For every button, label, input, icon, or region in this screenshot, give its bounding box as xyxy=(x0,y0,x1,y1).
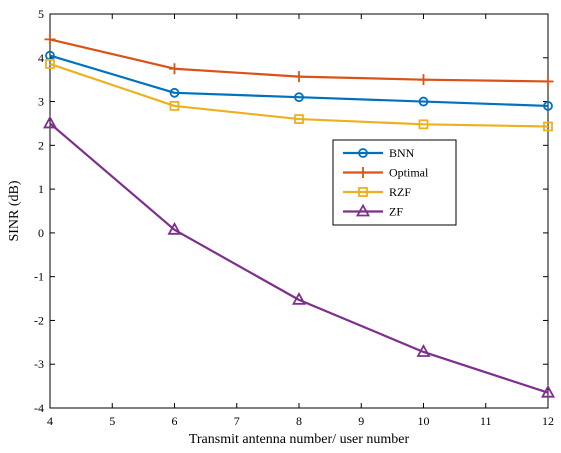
legend-label-zf: ZF xyxy=(389,205,403,219)
x-tick-label: 10 xyxy=(418,414,430,428)
legend: BNN Optimal RZF ZF xyxy=(333,140,456,225)
x-tick-label: 6 xyxy=(172,414,178,428)
x-tick-label: 5 xyxy=(109,414,115,428)
legend-label-rzf: RZF xyxy=(389,185,411,199)
x-tick-label: 11 xyxy=(480,414,492,428)
y-tick-label: 1 xyxy=(38,182,44,196)
legend-label-bnn: BNN xyxy=(389,146,415,160)
y-tick-label: 3 xyxy=(38,95,44,109)
x-tick-label: 4 xyxy=(47,414,53,428)
y-tick-label: -3 xyxy=(34,357,44,371)
y-tick-label: 0 xyxy=(38,226,44,240)
x-tick-label: 7 xyxy=(234,414,240,428)
y-axis-title: SINR (dB) xyxy=(7,180,22,241)
x-axis-title: Transmit antenna number/ user number xyxy=(189,432,410,447)
y-tick-label: 4 xyxy=(38,51,44,65)
y-tick-label: -1 xyxy=(34,270,44,284)
y-tick-label: 2 xyxy=(38,138,44,152)
x-tick-label: 9 xyxy=(358,414,364,428)
y-tick-label: 5 xyxy=(38,7,44,21)
y-tick-label: -2 xyxy=(34,313,44,327)
y-tick-label: -4 xyxy=(34,401,44,415)
legend-label-optimal: Optimal xyxy=(389,166,429,180)
x-tick-label: 8 xyxy=(296,414,302,428)
x-tick-label: 12 xyxy=(542,414,554,428)
